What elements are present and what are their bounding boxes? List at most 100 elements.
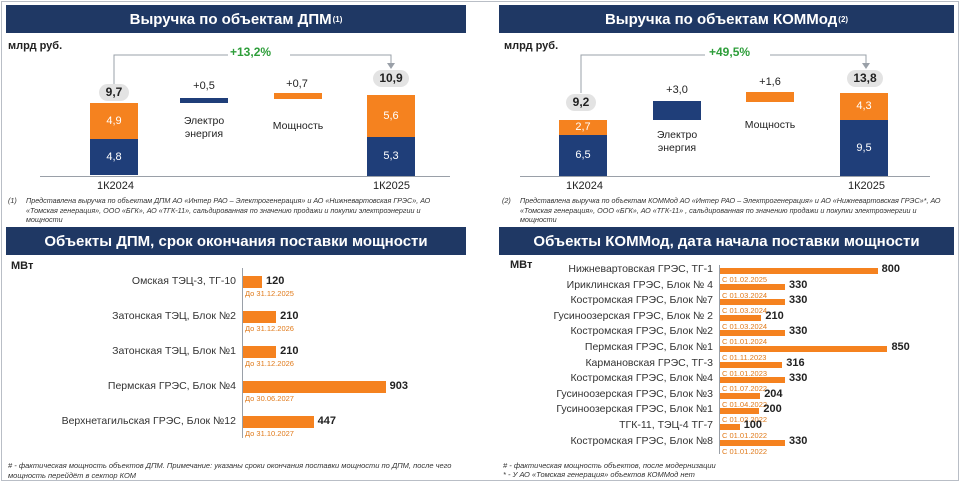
- hbar-value: 210: [765, 309, 784, 322]
- hbar-value: 120: [265, 275, 285, 287]
- hbar-date: До 31.10.2027: [245, 429, 294, 438]
- hbar-date: До 30.06.2027: [245, 394, 294, 403]
- hbar-label: Костромская ГРЭС, Блок №2: [570, 325, 713, 338]
- kommod-objects-unit: МВт: [510, 259, 533, 271]
- dpm-bar-1k2024-energy: 4,8: [90, 139, 138, 175]
- hbar: [720, 439, 785, 446]
- hbar-value: 330: [789, 434, 808, 447]
- hbar: [243, 416, 314, 428]
- kommod-bar-1k2024-capacity: 2,7: [559, 120, 607, 135]
- hbar-value: 330: [789, 372, 808, 385]
- hbar: [720, 377, 785, 384]
- dpm-revenue-title: Выручка по объектам ДПМ (1): [6, 5, 466, 33]
- dpm-legend-capacity: Мощность: [272, 120, 324, 132]
- hbar-label: Гусиноозерская ГРЭС, Блок № 2: [553, 309, 713, 322]
- kommod-revenue-growth: +49,5%: [709, 45, 751, 59]
- hbar-date: До 31.12.2026: [245, 359, 294, 368]
- hbar-label: ТГК-11, ТЭЦ-4 ТГ-7: [619, 419, 713, 431]
- dpm-axis: [40, 176, 450, 177]
- dpm-objects-unit: МВт: [11, 260, 34, 272]
- hbar-date: До 31.12.2025: [245, 289, 294, 298]
- kommod-axis: [520, 176, 930, 177]
- hbar-value: 204: [764, 387, 783, 400]
- hbar-label: Ириклинская ГРЭС, Блок № 4: [566, 278, 713, 291]
- hbar-label: Пермская ГРЭС, Блок №1: [584, 341, 713, 353]
- kommod-footnote-num: (2): [502, 196, 511, 205]
- hbar-value: 330: [789, 325, 808, 338]
- kommod-xlabel-1k2025: 1К2025: [848, 180, 885, 192]
- kommod-total-1k2025: 13,8: [847, 70, 883, 87]
- hbar-value: 903: [389, 380, 409, 392]
- hbar-value: 850: [891, 341, 910, 353]
- dpm-objects-axis: [242, 268, 243, 438]
- hbar-value: 447: [317, 415, 336, 427]
- dpm-total-1k2025: 10,9: [373, 70, 409, 87]
- kommod-footnote: Представлена выручка по объектам КОММод …: [520, 196, 941, 224]
- hbar: [243, 311, 277, 323]
- dpm-delta-energy: +0,5: [193, 80, 215, 92]
- hbar-value: 330: [789, 294, 808, 307]
- dpm-legend-energy-line1: Электро: [183, 115, 225, 127]
- hbar-value: 100: [743, 419, 763, 431]
- kommod-objects-footnote-2: * - У АО «Томская генерация» объектов КО…: [503, 470, 695, 479]
- hbar-value: 800: [881, 263, 900, 275]
- dpm-revenue-title-sup: (1): [332, 14, 343, 24]
- hbar-date: С 01.07.2022: [722, 384, 768, 394]
- dpm-xlabel-1k2024: 1К2024: [97, 180, 134, 192]
- dpm-bar-1k2025-capacity: 5,6: [367, 95, 415, 137]
- hbar-value: 316: [786, 356, 805, 369]
- hbar-label: Гусиноозерская ГРЭС, Блок №1: [556, 403, 713, 416]
- hbar: [243, 346, 277, 358]
- kommod-bar-1k2025-capacity: 4,3: [840, 93, 888, 120]
- hbar-label: Костромская ГРЭС, Блок №8: [570, 434, 713, 447]
- kommod-revenue-title: Выручка по объектам КОММод (2): [499, 5, 954, 33]
- dpm-revenue-title-text: Выручка по объектам ДПМ: [129, 10, 332, 28]
- hbar-date: С 01.01.2022: [722, 431, 768, 440]
- hbar: [720, 361, 783, 368]
- dpm-revenue-unit: млрд руб.: [8, 40, 63, 52]
- kommod-revenue-title-sup: (2): [838, 14, 849, 24]
- kommod-objects-footnote-1: # - фактическая мощность объектов, после…: [503, 461, 716, 470]
- dpm-delta-capacity: +0,7: [286, 78, 308, 90]
- dpm-objects-footnote: # - фактическая мощность объектов ДПМ. П…: [8, 461, 452, 480]
- kommod-bar-1k2024-energy: 6,5: [559, 135, 607, 176]
- hbar-value: 200: [763, 403, 782, 416]
- kommod-legend-energy: Электро энергия: [643, 129, 711, 155]
- kommod-legend-energy-line2: энергия: [657, 142, 697, 154]
- kommod-objects-title: Объекты КОММод, дата начала поставки мощ…: [499, 227, 954, 255]
- kommod-legend-energy-line1: Электро: [656, 129, 698, 141]
- dpm-bridge-capacity-bar: [274, 93, 322, 99]
- hbar-date: С 01.04.2022: [722, 399, 768, 409]
- hbar-label: Гусиноозерская ГРЭС, Блок №3: [556, 387, 713, 400]
- kommod-bridge-capacity-bar: [746, 92, 794, 102]
- hbar-label: Затонская ТЭЦ, Блок №1: [112, 345, 236, 357]
- kommod-bar-1k2025-energy: 9,5: [840, 120, 888, 176]
- hbar-date: С 01.02.2025: [722, 275, 768, 284]
- hbar-date: С 01.03.2024: [722, 290, 768, 300]
- hbar: [720, 314, 762, 321]
- hbar-date: С 01.01.2022: [722, 446, 768, 456]
- hbar-value: 210: [280, 310, 299, 322]
- hbar: [720, 268, 878, 274]
- hbar: [720, 299, 785, 306]
- hbar: [720, 408, 760, 415]
- kommod-revenue-unit: млрд руб.: [504, 40, 559, 52]
- hbar-label: Омская ТЭЦ-3, ТГ-10: [131, 275, 236, 287]
- dpm-footnote-num: (1): [8, 196, 17, 205]
- hbar-date: С 01.02.2022: [722, 415, 768, 425]
- dpm-bar-1k2025-energy: 5,3: [367, 137, 415, 176]
- dpm-legend-energy: Электро энергия: [170, 115, 238, 141]
- hbar-date: С 01.01.2023: [722, 368, 768, 378]
- kommod-growth-arrow: [580, 54, 870, 93]
- hbar-label: Пермская ГРЭС, Блок №4: [107, 380, 236, 392]
- dpm-objects-title: Объекты ДПМ, срок окончания поставки мощ…: [6, 227, 466, 255]
- hbar-label: Верхнетагильская ГРЭС, Блок №12: [61, 415, 236, 427]
- hbar-label: Костромская ГРЭС, Блок №7: [570, 294, 713, 307]
- kommod-total-1k2024: 9,2: [566, 94, 596, 111]
- dpm-bridge-energy-bar: [180, 98, 228, 103]
- hbar: [243, 381, 386, 393]
- hbar-date: До 31.12.2026: [245, 324, 294, 333]
- dpm-total-1k2024: 9,7: [99, 84, 129, 101]
- dpm-xlabel-1k2025: 1К2025: [373, 180, 410, 192]
